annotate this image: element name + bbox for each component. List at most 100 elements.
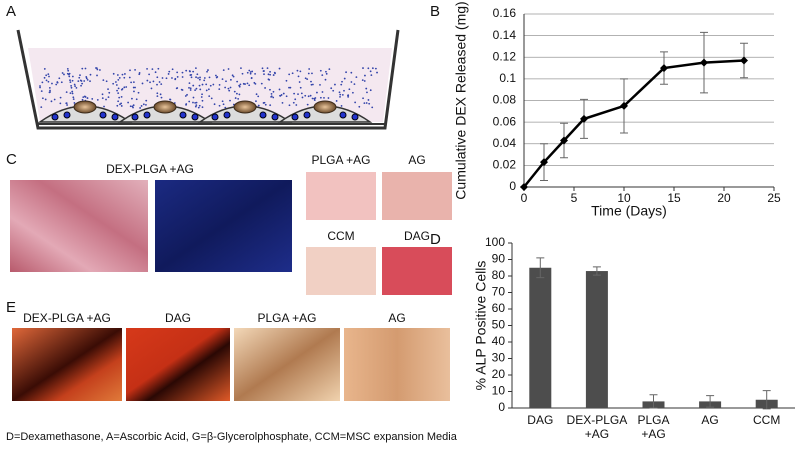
drug-particle (53, 98, 56, 101)
microsphere (223, 111, 231, 119)
drug-particle (192, 70, 195, 73)
drug-particle (351, 91, 354, 94)
drug-particle (200, 96, 203, 98)
drug-particle (228, 89, 231, 92)
drug-particle (281, 101, 284, 104)
y-tick-label: 0 (498, 400, 505, 414)
drug-particle (332, 89, 335, 92)
micrograph (382, 247, 452, 295)
drug-particle (45, 74, 48, 77)
drug-particle (194, 101, 197, 104)
drug-particle (134, 86, 136, 89)
drug-particle (116, 74, 119, 76)
drug-particle (71, 92, 74, 95)
drug-particle (145, 99, 148, 102)
drug-particle (361, 79, 364, 82)
drug-particle (367, 99, 370, 101)
microsphere (291, 113, 299, 121)
drug-particle (371, 106, 374, 109)
drug-particle (127, 101, 130, 104)
drug-particle (264, 87, 266, 89)
drug-particle (272, 90, 275, 93)
drug-particle (218, 104, 221, 107)
y-tick-label: 0.14 (493, 28, 517, 42)
drug-particle (95, 67, 98, 70)
drug-particle (91, 98, 94, 100)
micrograph (382, 172, 452, 220)
data-point (620, 101, 628, 110)
cell-nucleus (313, 100, 337, 114)
drug-particle (325, 72, 328, 75)
error-bar (536, 257, 545, 279)
drug-particle (236, 80, 239, 83)
drug-particle (198, 104, 201, 107)
drug-particle (365, 102, 368, 104)
drug-particle (70, 84, 73, 87)
drug-particle (123, 86, 126, 89)
drug-particle (189, 87, 192, 90)
drug-particle (131, 97, 133, 100)
drug-particle (210, 97, 213, 100)
drug-particle (367, 67, 370, 70)
micrograph (126, 328, 230, 401)
drug-particle (307, 72, 310, 75)
microsphere (99, 111, 107, 119)
drug-particle (282, 92, 285, 95)
drug-particle (181, 71, 184, 74)
y-tick-label: 90 (492, 252, 506, 266)
y-tick-label: 70 (492, 285, 506, 299)
drug-particle (132, 81, 135, 84)
drug-particle (363, 102, 366, 105)
drug-particle (70, 86, 73, 89)
data-point (540, 158, 548, 167)
drug-particle (55, 83, 58, 86)
drug-particle (101, 93, 104, 96)
drug-particle (288, 104, 291, 107)
drug-particle (118, 96, 121, 99)
drug-particle (79, 79, 82, 82)
drug-particle (364, 74, 366, 77)
drug-particle (190, 76, 193, 79)
image-label: DAG (165, 311, 191, 325)
panel-letter: A (6, 3, 16, 20)
drug-particle (156, 83, 158, 86)
drug-particle (199, 76, 201, 79)
panel-letter: B (430, 3, 440, 20)
drug-particle (296, 69, 299, 72)
drug-particle (150, 87, 153, 90)
drug-particle (224, 106, 227, 109)
drug-particle (254, 82, 257, 85)
drug-particle (341, 80, 343, 83)
micrograph (306, 247, 376, 295)
drug-particle (221, 78, 224, 81)
drug-particle (246, 82, 249, 85)
data-point (740, 56, 748, 65)
dish-wall (16, 29, 400, 130)
drug-particle (343, 77, 346, 80)
drug-particle (224, 86, 227, 89)
drug-particle (369, 70, 372, 73)
microsphere (339, 111, 347, 119)
drug-particle (293, 92, 296, 95)
drug-particle (355, 76, 358, 79)
drug-particle (358, 105, 361, 108)
drug-particle (291, 72, 294, 75)
drug-particle (192, 84, 195, 87)
microsphere (131, 113, 139, 121)
x-axis-label: Time (Days) (591, 203, 667, 219)
drug-particle (72, 98, 75, 101)
drug-particle (353, 83, 356, 86)
drug-particle (368, 102, 371, 105)
drug-particle (234, 97, 237, 99)
drug-particle (208, 76, 211, 79)
drug-particle (225, 80, 227, 83)
panel-letter: C (6, 151, 17, 168)
data-point (700, 58, 708, 67)
drug-particle (120, 88, 123, 91)
drug-particle (39, 86, 41, 89)
drug-particle (298, 81, 301, 83)
y-tick-label: 50 (492, 318, 506, 332)
drug-particle (66, 104, 68, 106)
drug-particle (176, 71, 179, 74)
drug-particle (188, 100, 191, 103)
